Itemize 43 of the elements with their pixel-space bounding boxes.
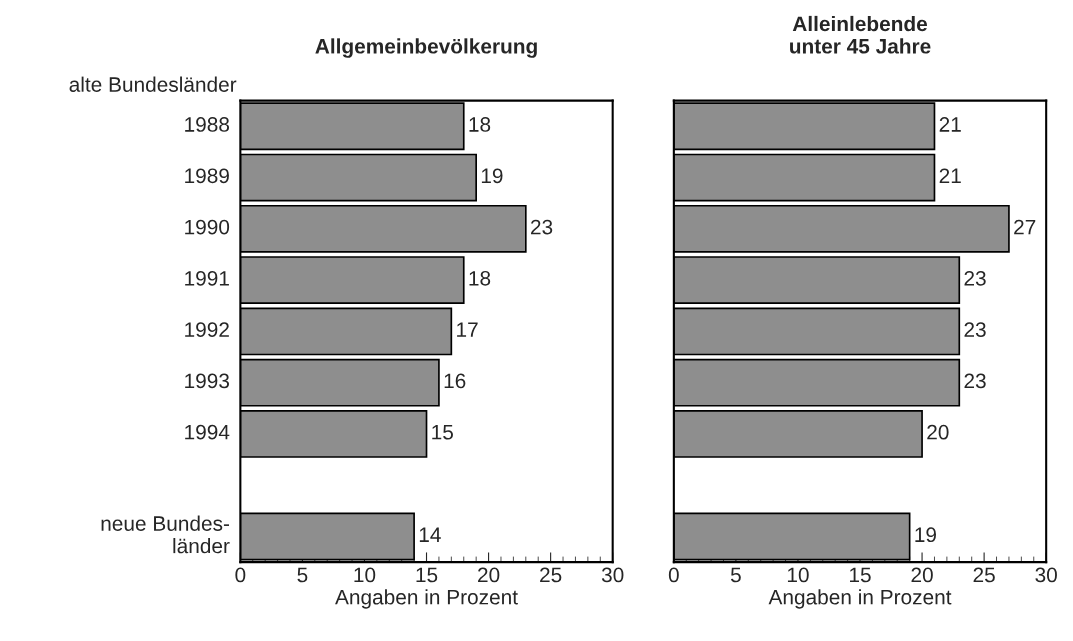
data-label: 15 (432, 425, 453, 440)
chart-title: Alleinlebende unter 45 Jahre (790, 15, 931, 54)
data-label: 23 (531, 219, 553, 235)
data-label: 18 (469, 117, 491, 132)
x-tick-label: 0 (668, 567, 679, 583)
data-label: 21 (939, 168, 961, 183)
data-label: 18 (469, 270, 491, 286)
data-label: 21 (939, 117, 961, 132)
text: alte Bundesländer (69, 76, 237, 92)
y-tick-label: neue Bundes- länder (101, 515, 230, 554)
data-label: 17 (457, 322, 478, 337)
x-axis-title: Angaben in Prozent (768, 589, 952, 609)
x-tick-label: 15 (850, 567, 871, 583)
data-label: 19 (481, 168, 503, 184)
x-tick-label: 20 (478, 567, 500, 583)
data-label: 19 (915, 527, 937, 543)
x-axis-title: Angaben in Prozent (335, 589, 518, 609)
data-label: 23 (964, 270, 986, 286)
y-tick-label: 1991 (185, 270, 229, 286)
x-tick-label: 30 (601, 567, 624, 583)
y-tick-label: 1992 (185, 322, 229, 337)
x-tick-label: 25 (973, 567, 995, 583)
x-tick-label: 30 (1035, 567, 1057, 583)
x-tick-label: 20 (911, 567, 933, 583)
x-tick-label: 5 (297, 567, 308, 583)
x-tick-label: 10 (354, 567, 376, 583)
y-tick-label: 1990 (185, 219, 230, 235)
data-label: 23 (964, 373, 986, 389)
x-tick-label: 15 (416, 567, 438, 583)
y-tick-label: 1988 (185, 117, 230, 132)
data-label: 23 (964, 322, 986, 337)
y-tick-label: 1993 (185, 373, 230, 389)
y-tick-label: 1994 (185, 424, 230, 440)
x-tick-label: 5 (730, 567, 741, 583)
data-label: 20 (927, 424, 949, 440)
data-label: 27 (1014, 219, 1036, 235)
y-tick-label: 1989 (185, 168, 229, 184)
x-tick-label: 0 (235, 567, 246, 583)
x-tick-label: 10 (787, 567, 809, 583)
x-tick-label: 25 (540, 567, 562, 583)
chart-title: Allgemeinbevölkerung (315, 38, 537, 58)
data-label: 14 (419, 527, 441, 542)
data-label: 16 (444, 373, 466, 389)
